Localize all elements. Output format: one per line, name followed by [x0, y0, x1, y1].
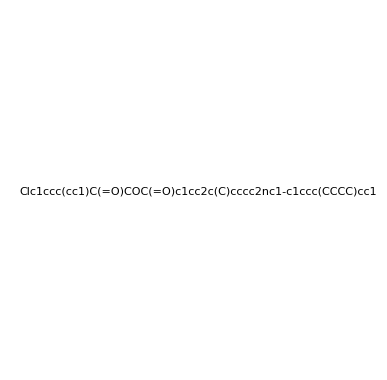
- Text: Clc1ccc(cc1)C(=O)COC(=O)c1cc2c(C)cccc2nc1-c1ccc(CCCC)cc1: Clc1ccc(cc1)C(=O)COC(=O)c1cc2c(C)cccc2nc…: [19, 187, 377, 197]
